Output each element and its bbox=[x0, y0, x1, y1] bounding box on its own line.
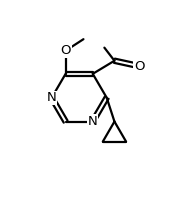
Text: N: N bbox=[47, 91, 56, 104]
Text: O: O bbox=[134, 60, 144, 73]
Text: O: O bbox=[60, 44, 71, 57]
Text: N: N bbox=[88, 115, 98, 128]
